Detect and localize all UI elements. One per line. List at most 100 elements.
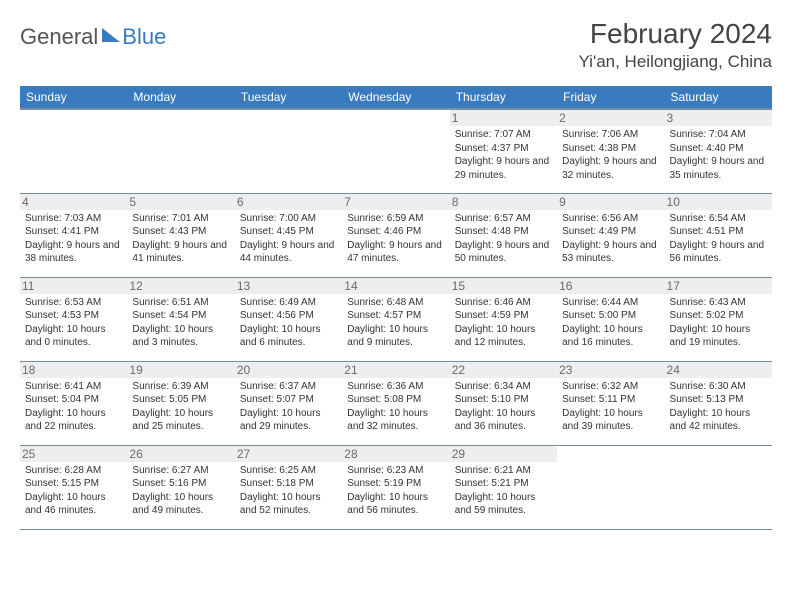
brand-part1: General: [20, 24, 98, 50]
weekday-header: Sunday: [20, 86, 127, 109]
day-info: Sunrise: 6:37 AMSunset: 5:07 PMDaylight:…: [240, 380, 337, 434]
page-header: General Blue February 2024 Yi'an, Heilon…: [20, 18, 772, 72]
day-number: 21: [342, 362, 449, 378]
day-info: Sunrise: 6:41 AMSunset: 5:04 PMDaylight:…: [25, 380, 122, 434]
day-number: 11: [20, 278, 127, 294]
weekday-header: Thursday: [450, 86, 557, 109]
day-number: 20: [235, 362, 342, 378]
weekday-header: Friday: [557, 86, 664, 109]
day-info: Sunrise: 7:01 AMSunset: 4:43 PMDaylight:…: [132, 212, 229, 266]
calendar-day: 4Sunrise: 7:03 AMSunset: 4:41 PMDaylight…: [20, 193, 127, 277]
calendar-day: 19 Sunrise: 6:39 AMSunset: 5:05 PMDayligh…: [127, 361, 234, 445]
calendar-empty: [127, 109, 234, 193]
calendar-week: 1Sunrise: 7:07 AMSunset: 4:37 PMDaylight…: [20, 109, 772, 193]
day-info: Sunrise: 6:34 AMSunset: 5:10 PMDaylight:…: [455, 380, 552, 434]
day-number: 9: [557, 194, 664, 210]
calendar-day: 1Sunrise: 7:07 AMSunset: 4:37 PMDaylight…: [450, 109, 557, 193]
calendar-day: 11 Sunrise: 6:53 AMSunset: 4:53 PMDayligh…: [20, 277, 127, 361]
day-info: Sunrise: 6:57 AMSunset: 4:48 PMDaylight:…: [455, 212, 552, 266]
page-title: February 2024: [578, 18, 772, 50]
day-number: 2: [557, 110, 664, 126]
calendar-day: 14Sunrise: 6:48 AMSunset: 4:57 PMDayligh…: [342, 277, 449, 361]
day-number: 22: [450, 362, 557, 378]
day-number: 7: [342, 194, 449, 210]
day-number: 29: [450, 446, 557, 462]
calendar-day: 9 Sunrise: 6:56 AMSunset: 4:49 PMDaylight…: [557, 193, 664, 277]
day-info: Sunrise: 6:51 AMSunset: 4:54 PMDaylight:…: [132, 296, 229, 350]
day-number: 17: [665, 278, 772, 294]
day-info: Sunrise: 7:00 AMSunset: 4:45 PMDaylight:…: [240, 212, 337, 266]
day-number: 15: [450, 278, 557, 294]
calendar-day: 3 Sunrise: 7:04 AMSunset: 4:40 PMDaylight…: [665, 109, 772, 193]
calendar-week: 18 Sunrise: 6:41 AMSunset: 5:04 PMDayligh…: [20, 361, 772, 445]
calendar-day: 8 Sunrise: 6:57 AMSunset: 4:48 PMDaylight…: [450, 193, 557, 277]
day-number: 28: [342, 446, 449, 462]
calendar-empty: [342, 109, 449, 193]
weekday-header: Tuesday: [235, 86, 342, 109]
day-number: 19: [127, 362, 234, 378]
calendar-day: 27 Sunrise: 6:25 AMSunset: 5:18 PMDayligh…: [235, 445, 342, 529]
calendar-day: 20 Sunrise: 6:37 AMSunset: 5:07 PMDayligh…: [235, 361, 342, 445]
day-info: Sunrise: 6:53 AMSunset: 4:53 PMDaylight:…: [25, 296, 122, 350]
calendar-day: 5 Sunrise: 7:01 AMSunset: 4:43 PMDaylight…: [127, 193, 234, 277]
calendar-day: 26 Sunrise: 6:27 AMSunset: 5:16 PMDayligh…: [127, 445, 234, 529]
day-info: Sunrise: 6:56 AMSunset: 4:49 PMDaylight:…: [562, 212, 659, 266]
calendar-day: 12 Sunrise: 6:51 AMSunset: 4:54 PMDayligh…: [127, 277, 234, 361]
weekday-header: Wednesday: [342, 86, 449, 109]
calendar-day: 18 Sunrise: 6:41 AMSunset: 5:04 PMDayligh…: [20, 361, 127, 445]
day-number: 3: [665, 110, 772, 126]
calendar-day: 28 Sunrise: 6:23 AMSunset: 5:19 PMDayligh…: [342, 445, 449, 529]
day-info: Sunrise: 6:48 AMSunset: 4:57 PMDaylight:…: [347, 296, 444, 350]
brand-logo: General Blue: [20, 24, 166, 50]
calendar-day: 21Sunrise: 6:36 AMSunset: 5:08 PMDayligh…: [342, 361, 449, 445]
calendar-day: 16 Sunrise: 6:44 AMSunset: 5:00 PMDayligh…: [557, 277, 664, 361]
day-number: 6: [235, 194, 342, 210]
day-info: Sunrise: 6:28 AMSunset: 5:15 PMDaylight:…: [25, 464, 122, 518]
calendar-empty: [235, 109, 342, 193]
day-number: 27: [235, 446, 342, 462]
calendar-day: 29 Sunrise: 6:21 AMSunset: 5:21 PMDayligh…: [450, 445, 557, 529]
calendar-day: 6 Sunrise: 7:00 AMSunset: 4:45 PMDaylight…: [235, 193, 342, 277]
day-number: 18: [20, 362, 127, 378]
calendar-empty: [557, 445, 664, 529]
page-subtitle: Yi'an, Heilongjiang, China: [578, 52, 772, 72]
weekday-header: Saturday: [665, 86, 772, 109]
calendar-empty: [20, 109, 127, 193]
calendar-day: 17 Sunrise: 6:43 AMSunset: 5:02 PMDayligh…: [665, 277, 772, 361]
day-info: Sunrise: 6:25 AMSunset: 5:18 PMDaylight:…: [240, 464, 337, 518]
day-info: Sunrise: 6:44 AMSunset: 5:00 PMDaylight:…: [562, 296, 659, 350]
day-info: Sunrise: 6:23 AMSunset: 5:19 PMDaylight:…: [347, 464, 444, 518]
day-info: Sunrise: 6:21 AMSunset: 5:21 PMDaylight:…: [455, 464, 552, 518]
title-block: February 2024 Yi'an, Heilongjiang, China: [578, 18, 772, 72]
day-info: Sunrise: 6:39 AMSunset: 5:05 PMDaylight:…: [132, 380, 229, 434]
day-number: 16: [557, 278, 664, 294]
day-info: Sunrise: 6:43 AMSunset: 5:02 PMDaylight:…: [670, 296, 767, 350]
calendar-day: 13 Sunrise: 6:49 AMSunset: 4:56 PMDayligh…: [235, 277, 342, 361]
day-number: 13: [235, 278, 342, 294]
weekday-header: Monday: [127, 86, 234, 109]
day-info: Sunrise: 7:03 AMSunset: 4:41 PMDaylight:…: [25, 212, 122, 266]
triangle-icon: [102, 28, 120, 42]
day-info: Sunrise: 6:49 AMSunset: 4:56 PMDaylight:…: [240, 296, 337, 350]
day-info: Sunrise: 7:04 AMSunset: 4:40 PMDaylight:…: [670, 128, 767, 182]
day-number: 10: [665, 194, 772, 210]
day-number: 24: [665, 362, 772, 378]
calendar-day: 10Sunrise: 6:54 AMSunset: 4:51 PMDayligh…: [665, 193, 772, 277]
day-number: 8: [450, 194, 557, 210]
day-number: 12: [127, 278, 234, 294]
calendar-week: 11 Sunrise: 6:53 AMSunset: 4:53 PMDayligh…: [20, 277, 772, 361]
calendar-week: 4Sunrise: 7:03 AMSunset: 4:41 PMDaylight…: [20, 193, 772, 277]
brand-part2: Blue: [122, 24, 166, 50]
day-info: Sunrise: 6:27 AMSunset: 5:16 PMDaylight:…: [132, 464, 229, 518]
calendar-day: 23Sunrise: 6:32 AMSunset: 5:11 PMDayligh…: [557, 361, 664, 445]
day-number: 5: [127, 194, 234, 210]
weekday-header-row: SundayMondayTuesdayWednesdayThursdayFrid…: [20, 86, 772, 109]
calendar-day: 15Sunrise: 6:46 AMSunset: 4:59 PMDayligh…: [450, 277, 557, 361]
calendar-day: 24Sunrise: 6:30 AMSunset: 5:13 PMDayligh…: [665, 361, 772, 445]
calendar-body: 1Sunrise: 7:07 AMSunset: 4:37 PMDaylight…: [20, 109, 772, 529]
day-number: 23: [557, 362, 664, 378]
calendar-empty: [665, 445, 772, 529]
day-number: 25: [20, 446, 127, 462]
day-number: 26: [127, 446, 234, 462]
calendar-day: 2Sunrise: 7:06 AMSunset: 4:38 PMDaylight…: [557, 109, 664, 193]
